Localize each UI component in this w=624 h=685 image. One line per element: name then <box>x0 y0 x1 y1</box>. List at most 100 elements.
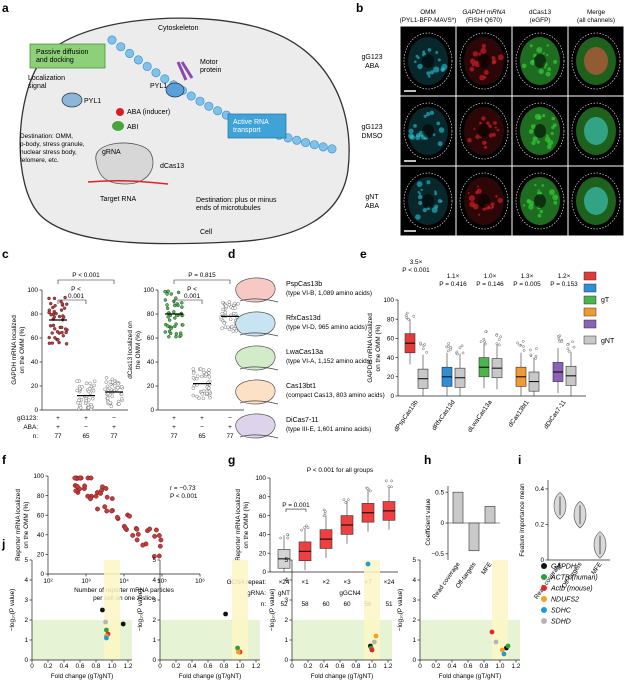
cell-datapoint <box>104 508 110 514</box>
outlier <box>529 353 533 357</box>
cas13-variant-name: Cas13bt1 <box>286 383 316 390</box>
x-tick-label: 0.6 <box>204 663 213 670</box>
x-tick-label: 1.0 <box>496 663 505 670</box>
y-tick-label: 60 <box>37 512 45 519</box>
y-tick-label: 0 <box>40 571 44 578</box>
pyl1-left-label: PYL1 <box>84 98 101 105</box>
cell-datapoint <box>231 329 235 333</box>
cell-datapoint <box>61 334 65 338</box>
cell-datapoint <box>178 331 183 335</box>
cell-datapoint <box>208 396 212 400</box>
outlier <box>387 485 391 488</box>
n-value: 60 <box>322 601 330 608</box>
cell-datapoint <box>156 553 162 559</box>
condition-value: − <box>228 415 232 422</box>
outlier <box>516 341 520 345</box>
x-axis-label: Fold change (gT/gNT) <box>439 673 502 680</box>
cell-datapoint <box>167 329 172 334</box>
outlier <box>407 317 410 321</box>
legend-gnt-label: gNT <box>601 338 615 345</box>
cas13-variant-name: RfxCas13d <box>286 315 321 322</box>
volcano-plot: −log₁₀(P value) 0 1 2 3 4 5 0 0.2 0.4 0.6 0.8 1.0 1.2… <box>269 557 393 680</box>
outlier <box>479 340 483 344</box>
cell-datapoint <box>117 402 121 406</box>
x-tick-label: 10⁶ <box>195 578 205 585</box>
y-tick-label: 5 <box>412 557 416 564</box>
y-tick-label: 60 <box>31 335 39 342</box>
cell-datapoint <box>75 388 79 393</box>
panel-j: j −log₁₀(P value) 0 1 2 3 4 5 0 0.2 0.4 0.6 0.8 1.0 1… <box>1 537 598 680</box>
outlier <box>286 533 289 536</box>
fold-change-label: 1.2× <box>558 273 571 280</box>
panel-a: a Cytoskeleton Motor protein PYL1 Passive… <box>2 1 350 245</box>
micrograph-tile <box>400 96 456 166</box>
y-tick-label: 4 <box>284 577 288 584</box>
outlier <box>461 351 465 355</box>
legend-marker <box>541 585 547 591</box>
cell-datapoint <box>223 310 228 315</box>
cell-datapoint <box>169 326 173 331</box>
y-tick-label: 4 <box>24 577 28 584</box>
outlier <box>419 341 422 345</box>
cell-datapoint <box>176 290 181 295</box>
y-tick-label: 2 <box>152 617 156 624</box>
cell-datapoint <box>151 554 157 559</box>
cas13-variant-desc: (type VI-B, 1,089 amino acids) <box>286 290 372 297</box>
motor-protein-label: Motor protein <box>200 59 222 74</box>
outlier <box>279 536 283 540</box>
y-tick-label: 80 <box>147 311 155 318</box>
cell-datapoint <box>47 308 51 312</box>
y-tick-label: 1 <box>412 637 416 644</box>
y-tick-label: 20 <box>387 374 395 381</box>
panel-b-row-sublabel: DMSO <box>362 133 384 140</box>
panel-f-scatter: Reporter mRNA localizedon the OMM (%) 0 20… <box>15 473 205 602</box>
cell-datapoint <box>201 389 206 393</box>
outlier <box>300 528 303 532</box>
panel-j-label: j <box>1 537 5 551</box>
outlier <box>390 485 393 489</box>
x-tick-label: 1.0 <box>108 663 117 670</box>
cas13-variant: PspCas13b (type VI-B, 1,089 amino acids) <box>235 277 372 303</box>
cell-datapoint <box>176 303 180 308</box>
panel-b-headers: OMM(PYL1-BFP-MAVS*) GAPDH mRNA(FISH Q670)… <box>400 9 615 24</box>
y-tick-label: 4 <box>152 577 156 584</box>
panel-b-col-subheader: (eGFP) <box>530 17 551 24</box>
outlier <box>449 347 452 351</box>
condition-value: − <box>112 415 116 422</box>
y-axis-label: Reporter mRNA localizedon the OMM (%) <box>235 489 250 561</box>
fold-change-band <box>232 560 248 660</box>
cas13-variant-name: PspCas13b <box>286 281 322 288</box>
panel-c-conditions: gG123: + + − + + − ABA: + − + + − + n: 77 65 77 77 65 77 <box>17 415 234 440</box>
cell-datapoint <box>201 396 206 401</box>
cell-datapoint <box>174 332 179 336</box>
cell-datapoint <box>198 367 203 371</box>
panel-b-col-subheader: (PYL1-BFP-MAVS*) <box>400 17 457 24</box>
motor-protein-icon <box>176 61 194 81</box>
legend-gene-label: ACTB (human) <box>550 575 598 582</box>
p-value-label: P = 0.416 <box>439 281 467 288</box>
cell-datapoint <box>191 371 196 375</box>
outlier <box>566 343 569 346</box>
pyl1-left-icon <box>61 92 83 108</box>
cell-datapoint <box>60 302 65 306</box>
outlier <box>571 340 574 344</box>
outlier <box>421 347 425 351</box>
fold-change-label: 3.5× <box>410 259 423 266</box>
cas13-protein-icon <box>235 311 276 337</box>
cas13-variant: DiCas7-11 (type III-E, 1,601 amino acids) <box>235 413 371 439</box>
y-tick-label: 80 <box>31 311 39 318</box>
gcn4-repeat-value: ×1 <box>301 579 309 586</box>
x-tick-label: 0.2 <box>44 663 53 670</box>
destination-left-label: Destination: OMM, p-body, stress granule,… <box>20 133 85 164</box>
microtubule-segment <box>318 142 328 152</box>
cell-datapoint <box>92 383 96 388</box>
panel-b-row-label: gG123 <box>361 54 382 61</box>
panel-f: f Reporter mRNA localizedon the OMM (%) 0… <box>2 453 205 602</box>
outlier <box>366 487 369 490</box>
cell-datapoint <box>147 526 153 532</box>
legend-swatch <box>583 283 597 293</box>
cell-datapoint <box>107 386 112 390</box>
y-tick-label: 100 <box>27 287 38 294</box>
condition-value: − <box>84 424 88 431</box>
localization-signal-label: Localization signal <box>28 75 65 90</box>
